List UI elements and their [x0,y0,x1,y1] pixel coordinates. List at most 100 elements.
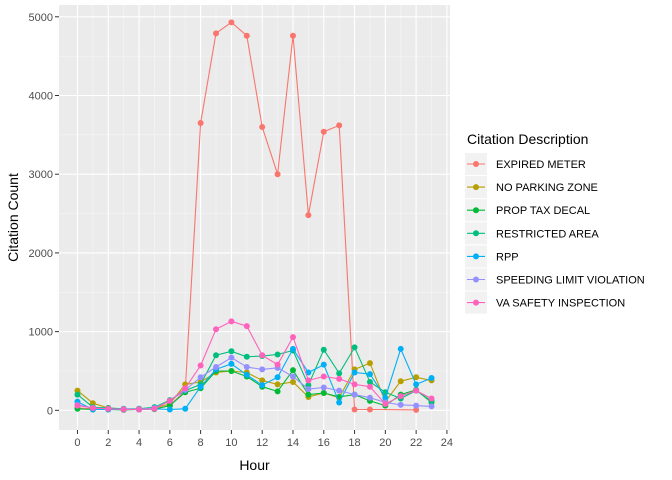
legend-label: RESTRICTED AREA [496,228,599,240]
data-point [366,360,373,367]
data-point [320,390,327,397]
data-point [166,397,173,404]
series-layer [74,19,435,413]
y-tick-label: 5000 [29,12,53,24]
data-point [166,406,173,413]
data-point [243,323,250,330]
legend-label: NO PARKING ZONE [496,182,598,194]
legend-item: RPP [465,245,519,268]
x-tick-label: 24 [441,437,453,449]
legend-label: RPP [496,251,519,263]
data-point [259,352,266,359]
data-point [305,369,312,376]
y-tick-label: 3000 [29,169,53,181]
x-axis: 0 2 4 6 8 10 12 14 16 18 20 22 24 [74,430,453,449]
y-tick-label: 2000 [29,248,53,260]
data-point [213,352,220,359]
data-point [351,406,358,413]
legend-title: Citation Description [467,131,588,147]
series-va-safety-inspection [74,318,435,413]
x-tick-label: 12 [256,437,268,449]
data-point [366,378,373,385]
data-point [320,361,327,368]
legend-key-point [473,184,479,191]
data-point [413,406,420,413]
legend-label: SPEEDING LIMIT VIOLATION [496,275,645,287]
data-point [151,405,158,412]
data-point [305,386,312,393]
data-point [197,374,204,381]
data-point [320,346,327,353]
x-tick-label: 6 [167,437,173,449]
legend-item: RESTRICTED AREA [465,222,599,245]
data-point [289,345,296,352]
data-point [289,378,296,385]
data-point [243,371,250,378]
y-tick-label: 1000 [29,327,53,339]
legend-key-point [473,253,479,260]
panel-background [59,5,450,430]
data-point [213,326,220,333]
data-point [382,394,389,401]
data-point [320,128,327,135]
data-point [120,406,127,413]
data-point [428,375,435,382]
data-point [366,383,373,390]
data-point [289,334,296,341]
data-point [197,362,204,369]
y-axis-title: Citation Count [5,173,21,262]
data-point [274,381,281,388]
x-axis-title: Hour [239,457,270,473]
data-point [213,30,220,37]
x-tick-label: 2 [105,437,111,449]
data-point [351,391,358,398]
data-point [413,387,420,394]
data-point [366,394,373,401]
data-point [274,388,281,395]
data-point [105,405,112,412]
legend-item: EXPIRED METER [465,153,586,175]
data-point [228,367,235,374]
data-point [197,120,204,127]
data-point [259,366,266,373]
data-point [382,401,389,408]
legend-item: NO PARKING ZONE [465,176,598,199]
data-point [397,401,404,408]
data-point [228,318,235,325]
data-point [351,381,358,388]
data-point [351,344,358,351]
x-tick-label: 22 [410,437,422,449]
data-point [336,122,343,129]
data-point [243,353,250,360]
legend-key-point [473,299,479,306]
legend-label: EXPIRED METER [496,159,586,171]
data-point [289,367,296,374]
x-tick-label: 4 [136,437,142,449]
x-tick-label: 10 [225,437,237,449]
data-point [305,212,312,219]
data-point [259,382,266,389]
data-point [413,381,420,388]
data-point [213,364,220,371]
legend-item: SPEEDING LIMIT VIOLATION [465,268,645,291]
data-point [336,387,343,394]
data-point [197,383,204,390]
data-point [274,374,281,381]
data-point [320,373,327,380]
data-point [274,171,281,178]
data-point [305,377,312,384]
data-point [182,385,189,392]
x-tick-label: 0 [74,437,80,449]
data-point [289,373,296,380]
data-point [89,404,96,411]
legend-key-point [473,207,479,214]
data-point [274,361,281,368]
data-point [336,375,343,382]
data-point [228,360,235,367]
legend-key-point [473,276,479,283]
data-point [351,369,358,376]
data-point [305,391,312,398]
data-point [320,384,327,391]
x-tick-label: 8 [198,437,204,449]
data-point [259,377,266,384]
